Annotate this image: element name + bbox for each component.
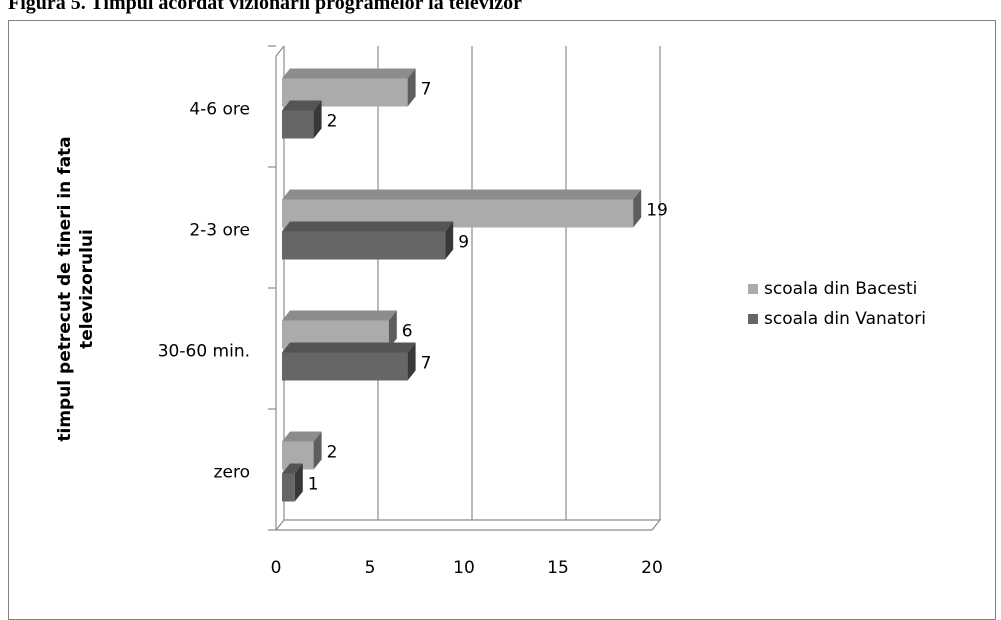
bar-top [282, 310, 397, 321]
data-label: 6 [402, 322, 413, 342]
bar-end [633, 189, 642, 228]
x-tick-label: 20 [641, 558, 663, 578]
bar-end [445, 221, 454, 260]
bar-top [282, 100, 322, 111]
data-label: 7 [421, 80, 432, 100]
x-tick-label: 0 [271, 558, 282, 578]
bar-end [407, 342, 416, 381]
category-label: zero [214, 463, 250, 483]
bar [282, 473, 295, 502]
y-axis-title: timpul petrecut de tineri in fata televiz… [55, 136, 97, 441]
bar-top [282, 221, 454, 232]
category-label: 2-3 ore [189, 221, 250, 241]
bar [282, 352, 408, 381]
data-label: 7 [421, 354, 432, 374]
bar-top [282, 431, 322, 442]
x-tick-label: 15 [547, 558, 569, 578]
data-label: 19 [646, 201, 668, 221]
legend-item-bacesti: scoala din Bacesti [748, 274, 926, 304]
legend-swatch-vanatori [748, 314, 758, 324]
x-tick-label: 10 [453, 558, 475, 578]
figure-title: Figura 5. Timpul acordat vizionarii prog… [8, 0, 523, 14]
plot-floor [274, 519, 662, 531]
bar-end [407, 68, 416, 107]
bar-end [388, 310, 397, 349]
legend-label-bacesti: scoala din Bacesti [764, 279, 918, 299]
bar-end [313, 431, 322, 470]
data-label: 2 [327, 112, 338, 132]
legend-swatch-bacesti [748, 284, 758, 294]
bar-top [282, 189, 642, 200]
x-tick-label: 5 [365, 558, 376, 578]
bar-top [282, 463, 303, 474]
data-label: 2 [327, 443, 338, 463]
category-label: 30-60 min. [158, 342, 250, 362]
bar-end [313, 100, 322, 139]
bar-top [282, 68, 416, 79]
bar-end [294, 463, 303, 502]
legend-item-vanatori: scoala din Vanatori [748, 304, 926, 334]
legend-label-vanatori: scoala din Vanatori [764, 309, 926, 329]
data-label: 1 [308, 475, 319, 495]
category-label: 4-6 ore [189, 100, 250, 120]
data-label: 9 [458, 233, 469, 253]
bar-top [282, 342, 416, 353]
bar [282, 231, 446, 260]
bar [282, 110, 314, 139]
side-wall-top [275, 45, 285, 57]
chart-legend: scoala din Bacesti scoala din Vanatori [748, 274, 926, 334]
